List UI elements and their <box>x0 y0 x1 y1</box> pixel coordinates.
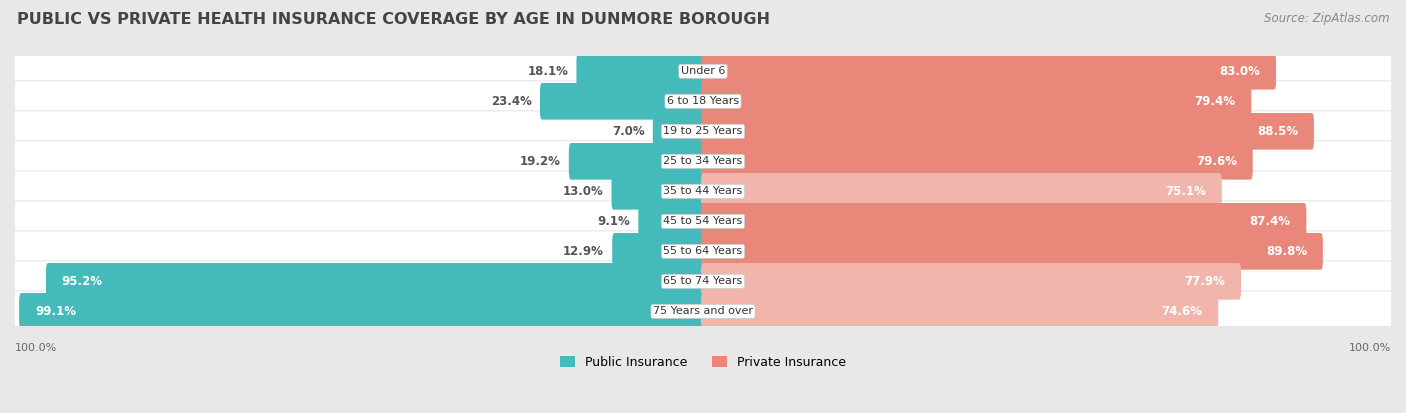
FancyBboxPatch shape <box>702 203 1306 240</box>
Text: 87.4%: 87.4% <box>1250 215 1291 228</box>
FancyBboxPatch shape <box>702 233 1323 270</box>
FancyBboxPatch shape <box>13 81 1393 122</box>
Text: 23.4%: 23.4% <box>491 95 531 108</box>
FancyBboxPatch shape <box>46 263 704 300</box>
Text: 95.2%: 95.2% <box>62 275 103 288</box>
FancyBboxPatch shape <box>702 83 1251 120</box>
FancyBboxPatch shape <box>576 53 704 90</box>
Text: 77.9%: 77.9% <box>1184 275 1225 288</box>
FancyBboxPatch shape <box>612 233 704 270</box>
FancyBboxPatch shape <box>13 111 1393 152</box>
Text: 99.1%: 99.1% <box>35 305 76 318</box>
Text: 79.4%: 79.4% <box>1195 95 1236 108</box>
FancyBboxPatch shape <box>702 263 1241 300</box>
Text: 83.0%: 83.0% <box>1219 65 1260 78</box>
Text: Source: ZipAtlas.com: Source: ZipAtlas.com <box>1264 12 1389 25</box>
Text: 25 to 34 Years: 25 to 34 Years <box>664 157 742 166</box>
Text: 9.1%: 9.1% <box>598 215 630 228</box>
Text: 18.1%: 18.1% <box>527 65 568 78</box>
Text: 45 to 54 Years: 45 to 54 Years <box>664 216 742 226</box>
Text: 19 to 25 Years: 19 to 25 Years <box>664 126 742 136</box>
Text: 75.1%: 75.1% <box>1166 185 1206 198</box>
Text: 79.6%: 79.6% <box>1197 155 1237 168</box>
Text: 13.0%: 13.0% <box>562 185 603 198</box>
FancyBboxPatch shape <box>569 143 704 180</box>
Text: 65 to 74 Years: 65 to 74 Years <box>664 276 742 286</box>
Text: 74.6%: 74.6% <box>1161 305 1202 318</box>
Text: 75 Years and over: 75 Years and over <box>652 306 754 316</box>
Text: 100.0%: 100.0% <box>1348 343 1391 353</box>
FancyBboxPatch shape <box>13 51 1393 92</box>
Text: 55 to 64 Years: 55 to 64 Years <box>664 246 742 256</box>
FancyBboxPatch shape <box>13 171 1393 212</box>
FancyBboxPatch shape <box>13 141 1393 182</box>
Text: 12.9%: 12.9% <box>562 245 605 258</box>
FancyBboxPatch shape <box>702 143 1253 180</box>
Text: PUBLIC VS PRIVATE HEALTH INSURANCE COVERAGE BY AGE IN DUNMORE BOROUGH: PUBLIC VS PRIVATE HEALTH INSURANCE COVER… <box>17 12 770 27</box>
Text: 88.5%: 88.5% <box>1257 125 1298 138</box>
Text: 100.0%: 100.0% <box>15 343 58 353</box>
FancyBboxPatch shape <box>702 113 1315 150</box>
FancyBboxPatch shape <box>13 201 1393 242</box>
FancyBboxPatch shape <box>13 291 1393 332</box>
Text: 19.2%: 19.2% <box>520 155 561 168</box>
FancyBboxPatch shape <box>13 261 1393 302</box>
FancyBboxPatch shape <box>652 113 704 150</box>
FancyBboxPatch shape <box>638 203 704 240</box>
FancyBboxPatch shape <box>13 231 1393 272</box>
FancyBboxPatch shape <box>20 293 704 330</box>
Legend: Public Insurance, Private Insurance: Public Insurance, Private Insurance <box>560 356 846 369</box>
FancyBboxPatch shape <box>702 53 1277 90</box>
FancyBboxPatch shape <box>612 173 704 210</box>
Text: 35 to 44 Years: 35 to 44 Years <box>664 186 742 196</box>
FancyBboxPatch shape <box>540 83 704 120</box>
Text: 6 to 18 Years: 6 to 18 Years <box>666 96 740 106</box>
Text: Under 6: Under 6 <box>681 66 725 76</box>
FancyBboxPatch shape <box>702 293 1219 330</box>
Text: 7.0%: 7.0% <box>612 125 644 138</box>
Text: 89.8%: 89.8% <box>1265 245 1308 258</box>
FancyBboxPatch shape <box>702 173 1222 210</box>
